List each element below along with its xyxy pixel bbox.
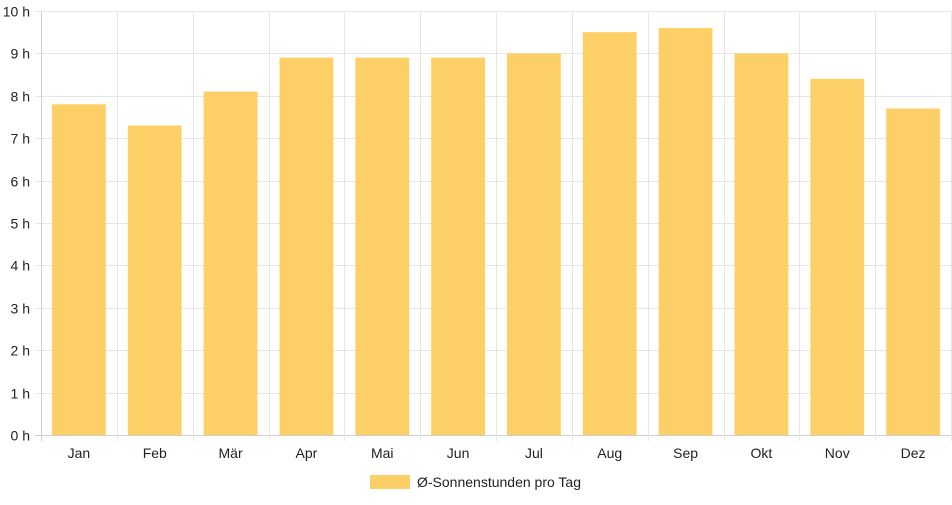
x-tick-label: Apr xyxy=(296,445,318,461)
y-tick-label: 8 h xyxy=(11,89,30,105)
x-tick-label: Jan xyxy=(68,445,91,461)
grid xyxy=(35,11,952,441)
y-tick-label: 2 h xyxy=(11,343,30,359)
bar[interactable] xyxy=(431,57,485,435)
bar[interactable] xyxy=(810,78,865,435)
bar[interactable] xyxy=(658,27,713,436)
bar[interactable] xyxy=(507,53,561,436)
bars xyxy=(52,27,940,436)
bar[interactable] xyxy=(279,57,334,435)
x-tick-label: Nov xyxy=(825,445,850,461)
y-tick-label: 6 h xyxy=(11,174,30,190)
bar[interactable] xyxy=(355,57,410,435)
y-axis-labels: 0 h 1 h 2 h 3 h 4 h 5 h 6 h 7 h 8 h 9 h 10 h xyxy=(3,4,30,444)
bar[interactable] xyxy=(127,125,182,435)
y-tick-label: 9 h xyxy=(11,46,30,62)
bar[interactable] xyxy=(886,108,940,436)
x-tick-label: Aug xyxy=(597,445,622,461)
x-axis-labels: Jan Feb Mär Apr Mai Jun Jul Aug Sep Okt Nov Dez xyxy=(68,445,926,461)
y-tick-label: 10 h xyxy=(3,4,30,20)
bar[interactable] xyxy=(203,91,258,435)
x-tick-label: Jun xyxy=(447,445,470,461)
legend-swatch[interactable] xyxy=(370,475,410,489)
legend-label[interactable]: Ø-Sonnenstunden pro Tag xyxy=(417,474,581,490)
x-tick-label: Dez xyxy=(901,445,926,461)
y-tick-label: 5 h xyxy=(11,216,30,232)
x-tick-label: Jul xyxy=(525,445,543,461)
x-tick-label: Feb xyxy=(143,445,167,461)
bar[interactable] xyxy=(52,104,106,435)
legend[interactable]: Ø-Sonnenstunden pro Tag xyxy=(370,474,581,490)
x-tick-label: Mär xyxy=(219,445,243,461)
x-tick-label: Mai xyxy=(371,445,394,461)
y-tick-label: 3 h xyxy=(11,301,30,317)
x-tick-label: Sep xyxy=(673,445,698,461)
y-tick-label: 4 h xyxy=(11,258,30,274)
bar[interactable] xyxy=(734,53,789,436)
bar[interactable] xyxy=(582,32,637,435)
y-tick-label: 7 h xyxy=(11,131,30,147)
y-tick-label: 1 h xyxy=(11,386,30,402)
x-tick-label: Okt xyxy=(751,445,773,461)
y-tick-label: 0 h xyxy=(11,428,30,444)
